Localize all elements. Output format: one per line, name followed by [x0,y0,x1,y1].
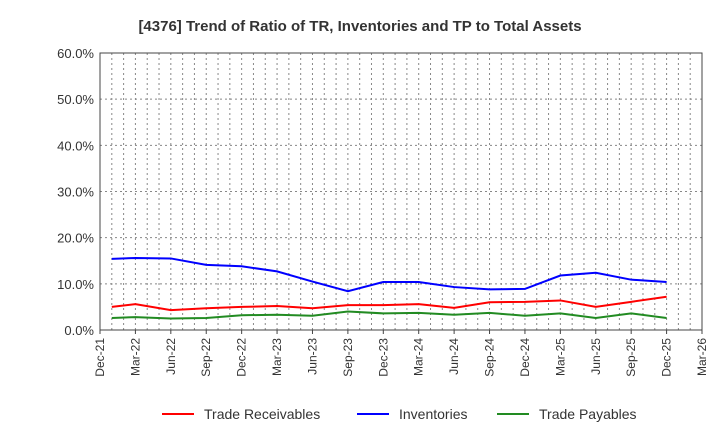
x-tick-label: Dec-21 [93,338,107,377]
x-tick-label: Sep-22 [199,338,213,377]
x-tick-label: Mar-26 [695,338,709,376]
x-tick-label: Jun-22 [164,338,178,375]
x-tick-label: Dec-24 [518,338,532,377]
x-tick-label: Sep-23 [341,338,355,377]
y-tick-label: 40.0% [57,138,94,153]
x-tick-label: Dec-22 [235,338,249,377]
y-tick-label: 0.0% [64,323,94,338]
series-line-trade-receivables [112,297,667,310]
x-tick-label: Sep-24 [483,338,497,377]
series-line-trade-payables [112,312,667,319]
y-tick-label: 60.0% [57,46,94,61]
x-tick-label: Mar-25 [553,338,567,376]
x-tick-label: Mar-22 [128,338,142,376]
legend-label: Trade Receivables [204,406,320,422]
y-tick-label: 30.0% [57,185,94,200]
series-line-inventories [112,258,667,291]
x-tick-label: Mar-23 [270,338,284,376]
x-tick-label: Dec-25 [660,338,674,377]
legend-label: Inventories [399,406,467,422]
x-tick-label: Jun-23 [305,338,319,375]
y-tick-label: 50.0% [57,92,94,107]
x-tick-label: Dec-23 [376,338,390,377]
y-tick-label: 10.0% [57,277,94,292]
x-tick-label: Sep-25 [624,338,638,377]
x-tick-label: Jun-24 [447,338,461,375]
x-tick-label: Mar-24 [412,338,426,376]
x-tick-label: Jun-25 [589,338,603,375]
legend-label: Trade Payables [539,406,637,422]
y-tick-label: 20.0% [57,231,94,246]
chart-title: [4376] Trend of Ratio of TR, Inventories… [138,18,581,35]
